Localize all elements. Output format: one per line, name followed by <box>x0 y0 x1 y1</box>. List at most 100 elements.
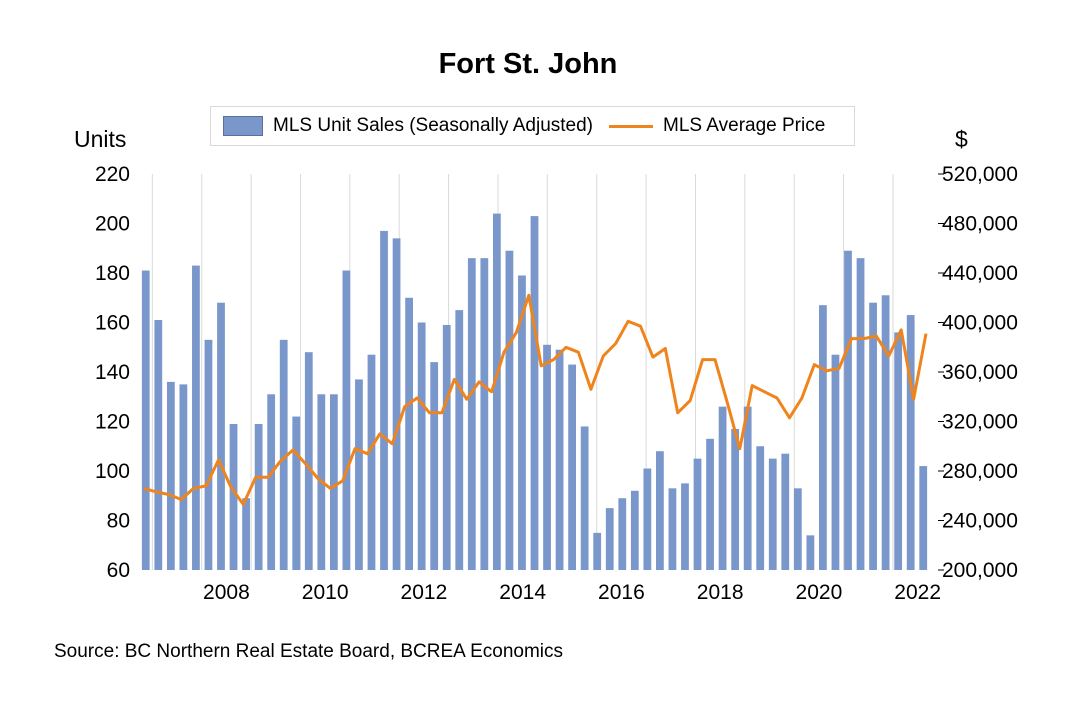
bar <box>894 332 903 570</box>
bar <box>731 428 740 570</box>
right-tick-label: 200,000 <box>942 559 1018 582</box>
bar <box>530 216 539 570</box>
bar <box>166 381 175 570</box>
average-price-line <box>143 293 928 506</box>
right-tick-label: 520,000 <box>942 163 1018 186</box>
bar <box>618 498 627 570</box>
bar <box>605 508 614 570</box>
legend: MLS Unit Sales (Seasonally Adjusted) MLS… <box>210 106 855 146</box>
bar <box>668 488 677 570</box>
bar <box>192 265 200 570</box>
legend-item-average-price: MLS Average Price <box>609 115 825 137</box>
left-tick-label: 220 <box>95 163 130 186</box>
x-axis-ticks: 2008 2010 2012 2014 2016 2018 2020 2022 <box>203 581 941 604</box>
bar <box>844 250 852 570</box>
left-tick-label: 100 <box>95 460 130 483</box>
price-line <box>143 293 928 506</box>
right-tick-label: 440,000 <box>942 262 1018 285</box>
bar <box>267 394 276 570</box>
bar <box>455 310 464 570</box>
bar <box>279 339 288 570</box>
right-axis-ticks: 520,000 480,000 440,000 400,000 360,000 320,0… <box>938 163 1018 582</box>
unit-sales-bars <box>141 213 928 571</box>
bar <box>242 498 250 570</box>
bar <box>229 423 238 570</box>
bar <box>367 354 376 570</box>
legend-line-swatch <box>609 124 653 128</box>
bar <box>480 258 489 570</box>
legend-bar-swatch <box>223 116 263 136</box>
bar <box>405 297 413 570</box>
bar <box>179 384 188 570</box>
bar <box>380 230 388 571</box>
right-tick-label: 280,000 <box>942 460 1018 483</box>
bar <box>304 352 313 570</box>
bar <box>505 250 514 570</box>
x-tick-label: 2010 <box>302 581 349 604</box>
left-axis-ticks: 220 200 180 160 140 120 100 80 60 <box>95 163 130 582</box>
x-tick-label: 2016 <box>598 581 645 604</box>
bar <box>793 488 802 570</box>
left-tick-label: 140 <box>95 361 130 384</box>
bar <box>417 322 426 570</box>
right-tick-label: 240,000 <box>942 510 1018 533</box>
bar <box>831 354 840 570</box>
bar <box>718 406 727 570</box>
legend-label-unit-sales: MLS Unit Sales (Seasonally Adjusted) <box>273 115 593 136</box>
bar <box>204 339 213 570</box>
bar <box>819 305 827 570</box>
bar <box>518 275 526 570</box>
bar <box>656 451 664 570</box>
x-tick-label: 2022 <box>894 581 941 604</box>
x-tick-label: 2020 <box>796 581 843 604</box>
right-tick-label: 320,000 <box>942 411 1018 434</box>
bar <box>392 238 401 570</box>
left-tick-label: 180 <box>95 262 130 285</box>
bar <box>568 364 577 570</box>
bar <box>681 483 689 570</box>
bar <box>442 324 451 570</box>
bar <box>430 362 439 570</box>
left-tick-label: 80 <box>107 510 130 533</box>
bar <box>254 423 263 570</box>
source-note: Source: BC Northern Real Estate Board, B… <box>54 641 564 662</box>
bar <box>467 258 476 570</box>
bar <box>342 270 351 570</box>
left-tick-label: 160 <box>95 312 130 335</box>
bar <box>355 379 363 570</box>
bar <box>593 532 602 570</box>
bar <box>756 446 765 570</box>
bar <box>869 302 877 570</box>
right-axis-unit-label: $ <box>955 126 968 152</box>
bar <box>706 438 714 570</box>
left-tick-label: 120 <box>95 411 130 434</box>
bar <box>856 258 865 570</box>
left-tick-label: 60 <box>107 559 130 582</box>
bar <box>919 466 928 570</box>
x-tick-label: 2018 <box>697 581 744 604</box>
right-tick-label: 360,000 <box>942 361 1018 384</box>
bar <box>630 490 639 570</box>
bar <box>643 468 652 570</box>
right-tick-label: 480,000 <box>942 213 1018 236</box>
bar <box>141 270 150 570</box>
bar <box>693 458 702 570</box>
bar <box>492 213 501 570</box>
bar <box>781 453 790 570</box>
bar <box>217 302 225 570</box>
bar <box>329 394 338 570</box>
bar <box>743 406 752 570</box>
bar <box>806 535 815 570</box>
right-tick-label: 400,000 <box>942 312 1018 335</box>
left-tick-label: 200 <box>95 213 130 236</box>
bar <box>543 344 551 570</box>
x-tick-label: 2012 <box>401 581 448 604</box>
chart-title: Fort St. John <box>438 48 618 80</box>
x-tick-label: 2008 <box>203 581 250 604</box>
bar <box>906 315 915 570</box>
bar <box>292 416 301 570</box>
legend-item-unit-sales: MLS Unit Sales (Seasonally Adjusted) <box>223 115 593 137</box>
left-axis-unit-label: Units <box>74 126 127 152</box>
bar <box>768 458 777 570</box>
